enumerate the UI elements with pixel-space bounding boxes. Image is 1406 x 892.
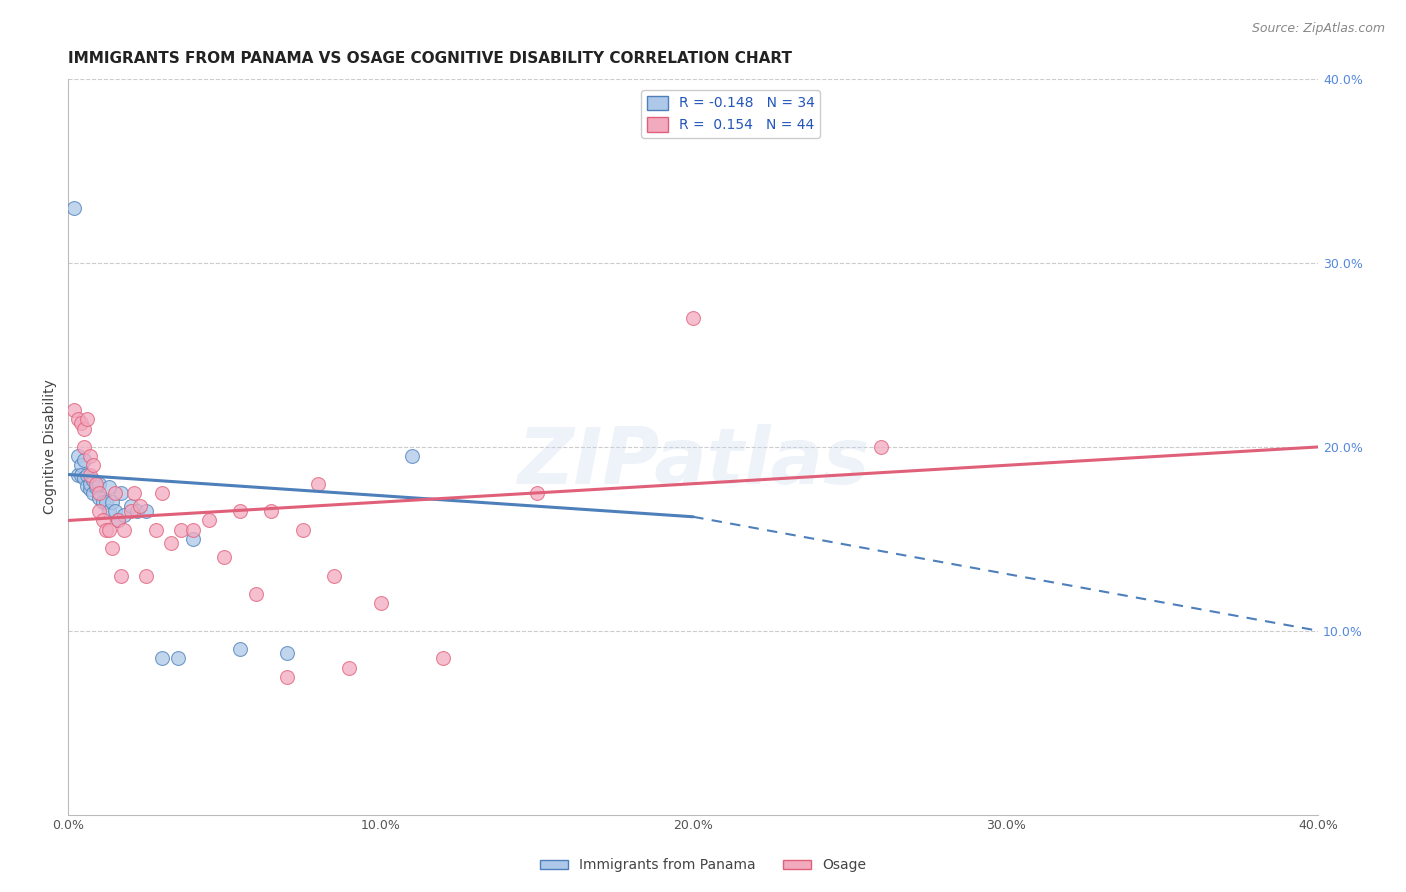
Point [94, 495, 117, 509]
Point [245, 587, 267, 601]
Point [97, 480, 120, 494]
Point [91, 513, 114, 527]
Y-axis label: Cognitive Disability: Cognitive Disability [44, 379, 58, 515]
Point [307, 476, 329, 491]
Point [79, 449, 101, 463]
Point [76, 467, 98, 482]
Point [79, 476, 101, 491]
Point [120, 504, 142, 518]
Point [214, 550, 236, 565]
Point [370, 596, 392, 610]
Point [110, 486, 132, 500]
Point [150, 651, 173, 665]
Point [69, 416, 91, 430]
Point [135, 504, 157, 518]
Point [69, 458, 91, 473]
Point [66, 412, 89, 426]
Point [107, 513, 129, 527]
Point [76, 412, 98, 426]
Point [181, 523, 204, 537]
Point [69, 467, 91, 482]
Point [89, 491, 111, 506]
Point [82, 458, 104, 473]
Point [107, 513, 129, 527]
Point [101, 541, 124, 555]
Point [145, 523, 167, 537]
Point [89, 486, 111, 500]
Point [66, 467, 89, 482]
Point [66, 449, 89, 463]
Point [229, 504, 252, 518]
Point [82, 486, 104, 500]
Point [73, 421, 96, 435]
Legend: R = -0.148   N = 34, R =  0.154   N = 44: R = -0.148 N = 34, R = 0.154 N = 44 [641, 90, 820, 137]
Point [432, 651, 454, 665]
Point [101, 495, 124, 509]
Point [73, 440, 96, 454]
Point [526, 486, 548, 500]
Point [229, 642, 252, 657]
Text: Source: ZipAtlas.com: Source: ZipAtlas.com [1251, 22, 1385, 36]
Point [160, 535, 183, 549]
Point [110, 568, 132, 582]
Point [198, 513, 221, 527]
Point [135, 568, 157, 582]
Point [322, 568, 344, 582]
Point [73, 471, 96, 485]
Point [79, 482, 101, 496]
Point [291, 523, 314, 537]
Point [150, 486, 173, 500]
Point [94, 523, 117, 537]
Point [129, 499, 152, 513]
Point [63, 403, 86, 417]
Legend: Immigrants from Panama, Osage: Immigrants from Panama, Osage [534, 853, 872, 878]
Point [181, 532, 204, 546]
Point [79, 467, 101, 482]
Point [89, 504, 111, 518]
Point [170, 523, 193, 537]
Point [76, 478, 98, 492]
Point [97, 504, 120, 518]
Point [97, 523, 120, 537]
Point [89, 476, 111, 491]
Point [104, 504, 127, 518]
Point [63, 201, 86, 215]
Point [114, 508, 136, 522]
Point [276, 670, 298, 684]
Point [114, 523, 136, 537]
Point [120, 499, 142, 513]
Point [166, 651, 188, 665]
Point [104, 486, 127, 500]
Point [122, 486, 145, 500]
Point [339, 660, 361, 674]
Point [276, 646, 298, 660]
Point [682, 311, 704, 326]
Point [91, 495, 114, 509]
Point [869, 440, 891, 454]
Text: IMMIGRANTS FROM PANAMA VS OSAGE COGNITIVE DISABILITY CORRELATION CHART: IMMIGRANTS FROM PANAMA VS OSAGE COGNITIV… [69, 51, 792, 66]
Point [401, 449, 423, 463]
Point [86, 480, 108, 494]
Point [86, 476, 108, 491]
Point [260, 504, 283, 518]
Point [73, 452, 96, 467]
Point [125, 504, 148, 518]
Point [82, 473, 104, 487]
Text: ZIPatlas: ZIPatlas [517, 424, 869, 500]
